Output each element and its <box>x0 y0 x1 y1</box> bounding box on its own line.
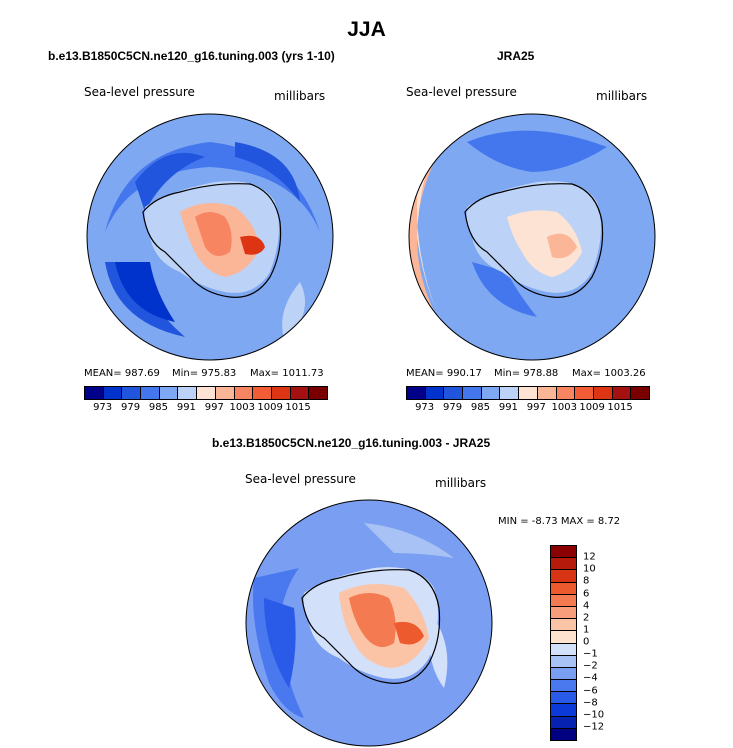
colorbar-swatch <box>551 594 576 607</box>
colorbar-tick-label: −6 <box>583 685 598 696</box>
panel-2-polar-map <box>408 113 656 361</box>
colorbar-swatch <box>551 704 576 717</box>
colorbar-swatch <box>551 631 576 644</box>
colorbar-tick-label: −1 <box>583 648 598 660</box>
colorbar-swatch <box>178 387 198 399</box>
colorbar-swatch <box>551 558 576 571</box>
colorbar-swatch <box>575 387 594 399</box>
colorbar-swatch <box>537 387 557 399</box>
colorbar-tick-label: 0 <box>583 636 590 648</box>
panel-2-colorbar-ticks: 973 979 985 991 997 1003 1009 1015 <box>406 402 648 414</box>
colorbar-swatch <box>481 387 501 399</box>
colorbar-tick-label: 991 <box>176 402 196 413</box>
colorbar-swatch <box>551 680 576 693</box>
colorbar-tick-label: −4 <box>583 672 598 684</box>
colorbar-tick-label: −12 <box>583 721 605 733</box>
panel-3-subtitle: b.e13.B1850C5CN.ne120_g16.tuning.003 - J… <box>212 436 491 450</box>
colorbar-tick-label: 10 <box>583 563 596 575</box>
panel-1-mean: MEAN= 987.69 <box>84 368 160 379</box>
colorbar-tick-label: 973 <box>93 402 113 413</box>
colorbar-tick-label: 1009 <box>257 402 283 413</box>
colorbar-swatch <box>551 692 576 705</box>
colorbar-tick-label: 979 <box>442 402 463 413</box>
colorbar-tick-label: 997 <box>526 402 546 413</box>
colorbar-tick-label: 997 <box>204 402 224 413</box>
panel-2-units-label: millibars <box>596 89 648 103</box>
panel-2-max: Max= 1003.26 <box>572 368 646 379</box>
colorbar-swatch <box>551 667 576 681</box>
panel-1-min: Min= 975.83 <box>172 368 237 379</box>
panel-1-colorbar-ticks: 973 979 985 991 997 1003 1009 1015 <box>84 402 326 414</box>
colorbar-swatch <box>122 387 142 399</box>
colorbar-swatch <box>85 387 104 399</box>
colorbar-swatch <box>444 387 464 399</box>
panel-2-colorbar <box>406 386 650 400</box>
page-title: JJA <box>347 18 386 41</box>
colorbar-swatch <box>551 546 576 559</box>
colorbar-swatch <box>551 582 576 595</box>
colorbar-tick-label: 991 <box>498 402 518 413</box>
colorbar-tick-label: 1015 <box>607 402 633 413</box>
colorbar-swatch <box>253 387 272 399</box>
colorbar-swatch <box>271 387 291 399</box>
colorbar-tick-label: 1003 <box>551 402 577 413</box>
colorbar-tick-label: 1003 <box>229 402 255 413</box>
colorbar-swatch <box>551 716 576 729</box>
colorbar-tick-label: 985 <box>148 402 168 413</box>
colorbar-swatch <box>159 387 179 399</box>
colorbar-tick-label: −2 <box>583 660 598 672</box>
colorbar-swatch <box>103 387 123 399</box>
panel-1-colorbar <box>84 386 328 400</box>
colorbar-swatch <box>551 643 576 656</box>
panel-2-subtitle: JRA25 <box>497 49 535 63</box>
panel-1-polar-map <box>86 113 334 361</box>
colorbar-swatch <box>309 387 327 399</box>
colorbar-swatch <box>500 387 520 399</box>
colorbar-swatch <box>463 387 482 399</box>
colorbar-swatch <box>631 387 649 399</box>
colorbar-swatch <box>290 387 310 399</box>
panel-2-variable-label: Sea-level pressure <box>406 85 517 99</box>
colorbar-tick-label: 985 <box>470 402 490 413</box>
panel-3-units-label: millibars <box>435 476 487 490</box>
colorbar-swatch <box>612 387 632 399</box>
panel-3-colorbar <box>550 545 577 741</box>
colorbar-tick-label: 4 <box>583 600 590 612</box>
colorbar-swatch <box>519 387 538 399</box>
panel-3-colorbar-ticks: 12 10 8 6 4 2 1 0 −1 −2 −4 −6 −8 −10 −12 <box>583 545 623 739</box>
colorbar-swatch <box>556 387 576 399</box>
colorbar-tick-label: −10 <box>583 709 605 721</box>
colorbar-swatch <box>234 387 254 399</box>
panel-2-min: Min= 978.88 <box>494 368 559 379</box>
colorbar-tick-label: 12 <box>583 551 596 563</box>
panel-2-mean: MEAN= 990.17 <box>406 368 482 379</box>
colorbar-tick-label: 1 <box>583 624 590 636</box>
colorbar-swatch <box>551 728 576 740</box>
colorbar-tick-label: 6 <box>583 588 590 599</box>
colorbar-swatch <box>425 387 445 399</box>
panel-3-variable-label: Sea-level pressure <box>245 472 356 486</box>
colorbar-tick-label: 979 <box>120 402 141 413</box>
colorbar-swatch <box>551 655 576 668</box>
colorbar-swatch <box>593 387 613 399</box>
panel-3-polar-map <box>245 499 493 747</box>
colorbar-swatch <box>197 387 216 399</box>
colorbar-swatch <box>551 606 576 620</box>
colorbar-tick-label: −8 <box>583 697 598 709</box>
colorbar-tick-label: 973 <box>415 402 435 413</box>
panel-1-variable-label: Sea-level pressure <box>84 85 195 99</box>
colorbar-swatch <box>141 387 160 399</box>
panel-1-subtitle: b.e13.B1850C5CN.ne120_g16.tuning.003 (yr… <box>48 49 335 63</box>
colorbar-tick-label: 1009 <box>579 402 605 413</box>
panel-1-units-label: millibars <box>274 89 326 103</box>
colorbar-swatch <box>551 619 576 632</box>
colorbar-tick-label: 2 <box>583 612 590 624</box>
colorbar-tick-label: 1015 <box>285 402 311 413</box>
colorbar-swatch <box>215 387 235 399</box>
colorbar-tick-label: 8 <box>583 575 590 587</box>
panel-1-max: Max= 1011.73 <box>250 368 324 379</box>
colorbar-swatch <box>551 570 576 583</box>
colorbar-swatch <box>407 387 426 399</box>
panel-3-minmax: MIN = -8.73 MAX = 8.72 <box>498 516 621 527</box>
